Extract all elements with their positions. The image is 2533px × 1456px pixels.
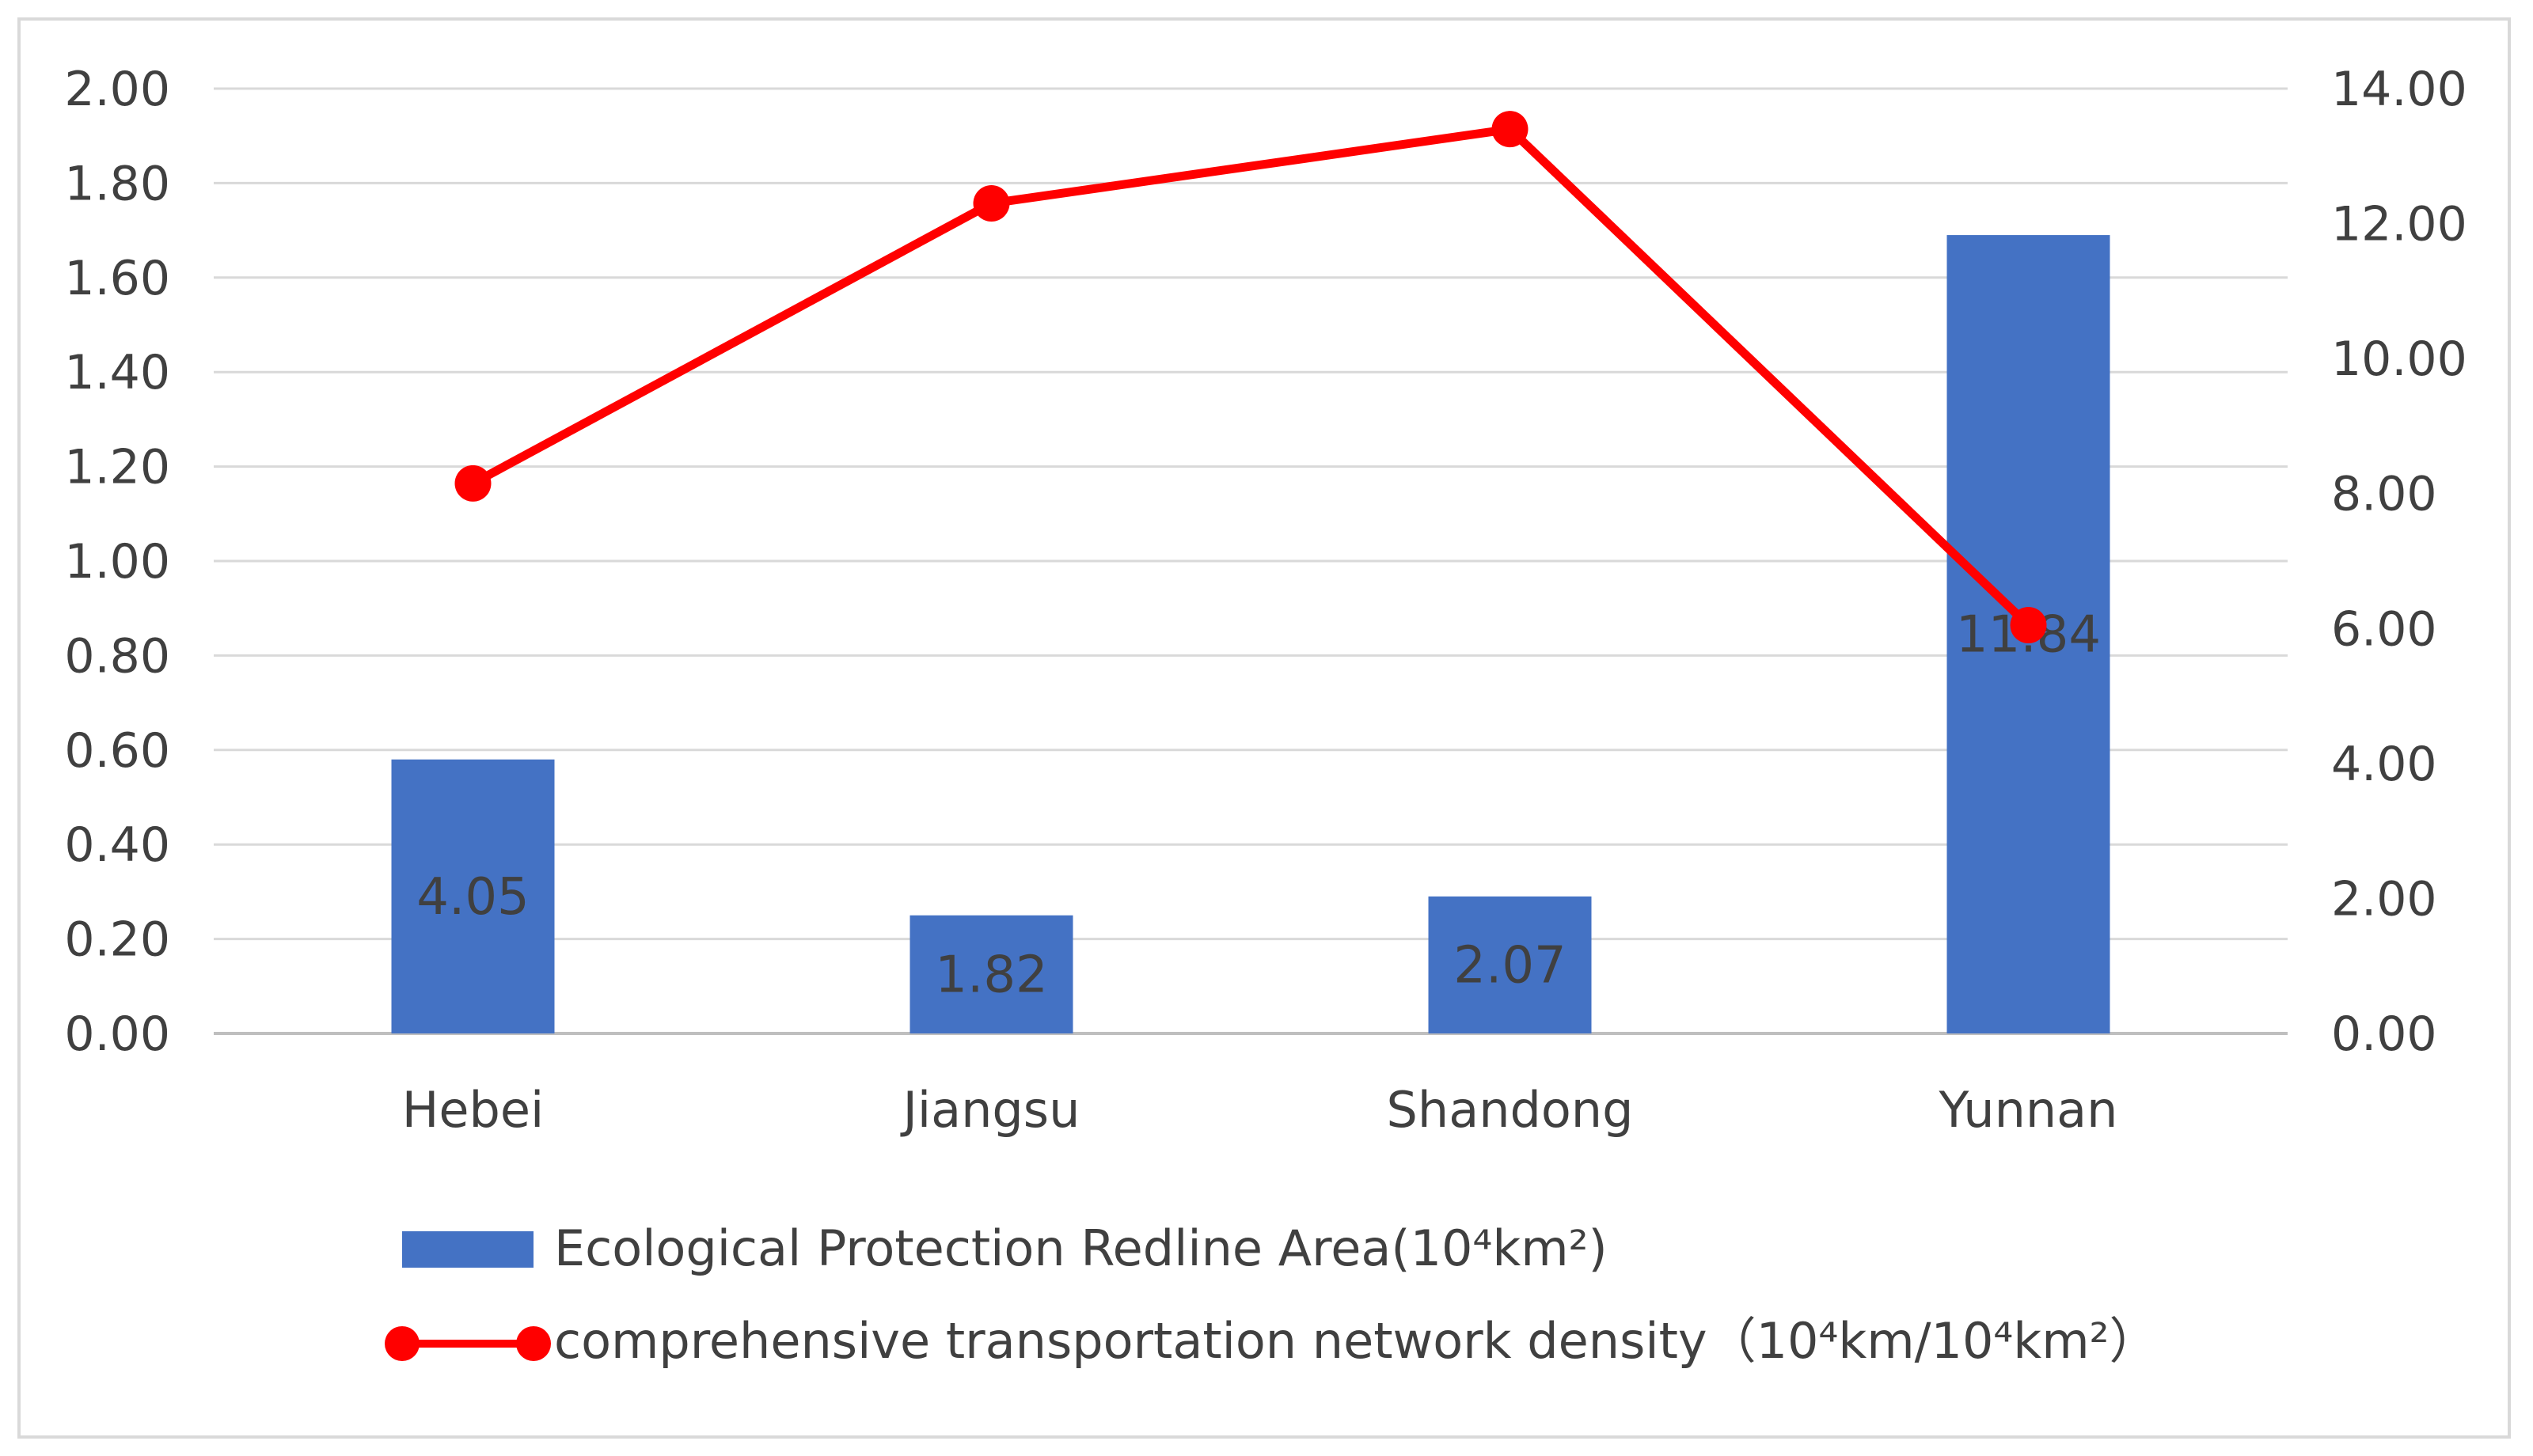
category-label: Hebei [402,1081,545,1139]
left-tick-label: 1.80 [64,156,170,211]
bar-series [391,235,2110,1033]
left-tick-label: 0.40 [64,817,170,873]
line-point [454,464,492,502]
right-tick-label: 2.00 [2331,871,2437,927]
left-tick-label: 0.80 [64,628,170,684]
right-axis-ticks: 0.00 2.00 4.00 6.00 8.00 10.00 12.00 14.00 [2331,62,2467,1062]
legend-line-marker [385,1326,420,1361]
bar-data-label: 2.07 [1453,936,1567,995]
right-tick-label: 0.00 [2331,1007,2437,1062]
left-tick-label: 1.00 [64,534,170,590]
line-path [469,124,2033,630]
legend-line-label: comprehensive transportation network den… [554,1312,2158,1370]
right-tick-label: 4.00 [2331,737,2437,792]
line-point [973,184,1010,222]
bar [1428,896,1592,1033]
left-tick-label: 1.20 [64,440,170,495]
left-tick-label: 2.00 [64,62,170,117]
right-tick-label: 6.00 [2331,601,2437,657]
left-tick-label: 1.40 [64,345,170,400]
category-label: Jiangsu [900,1081,1080,1139]
right-tick-label: 10.00 [2331,332,2467,387]
left-tick-label: 0.20 [64,912,170,968]
legend-line-marker [516,1326,551,1361]
legend-bar-label: Ecological Protection Redline Area(10⁴km… [554,1219,1608,1277]
line-point [1491,111,1529,148]
right-tick-label: 12.00 [2331,197,2467,252]
left-axis-ticks: 0.00 0.20 0.40 0.60 0.80 1.00 1.20 1.40 1.60 1.80… [64,62,170,1062]
bar [391,759,555,1033]
bar-data-label: 1.82 [935,946,1048,1004]
bar-data-labels: 4.051.822.0711.84 [416,606,2101,1005]
gridlines [214,87,2288,1035]
left-tick-label: 0.00 [64,1007,170,1062]
line-series [454,111,2047,644]
legend-bar-swatch [402,1231,534,1268]
category-label: Yunnan [1939,1081,2118,1139]
legend: Ecological Protection Redline Area(10⁴km… [385,1219,2158,1370]
category-labels: Hebei Jiangsu Shandong Yunnan [402,1081,2118,1139]
left-tick-label: 1.60 [64,251,170,306]
bar [910,915,1073,1033]
line-point [2010,607,2047,644]
category-label: Shandong [1387,1081,1634,1139]
left-tick-label: 0.60 [64,723,170,779]
bar-data-label: 4.05 [416,868,530,927]
right-tick-label: 8.00 [2331,467,2437,522]
right-tick-label: 14.00 [2331,62,2467,117]
